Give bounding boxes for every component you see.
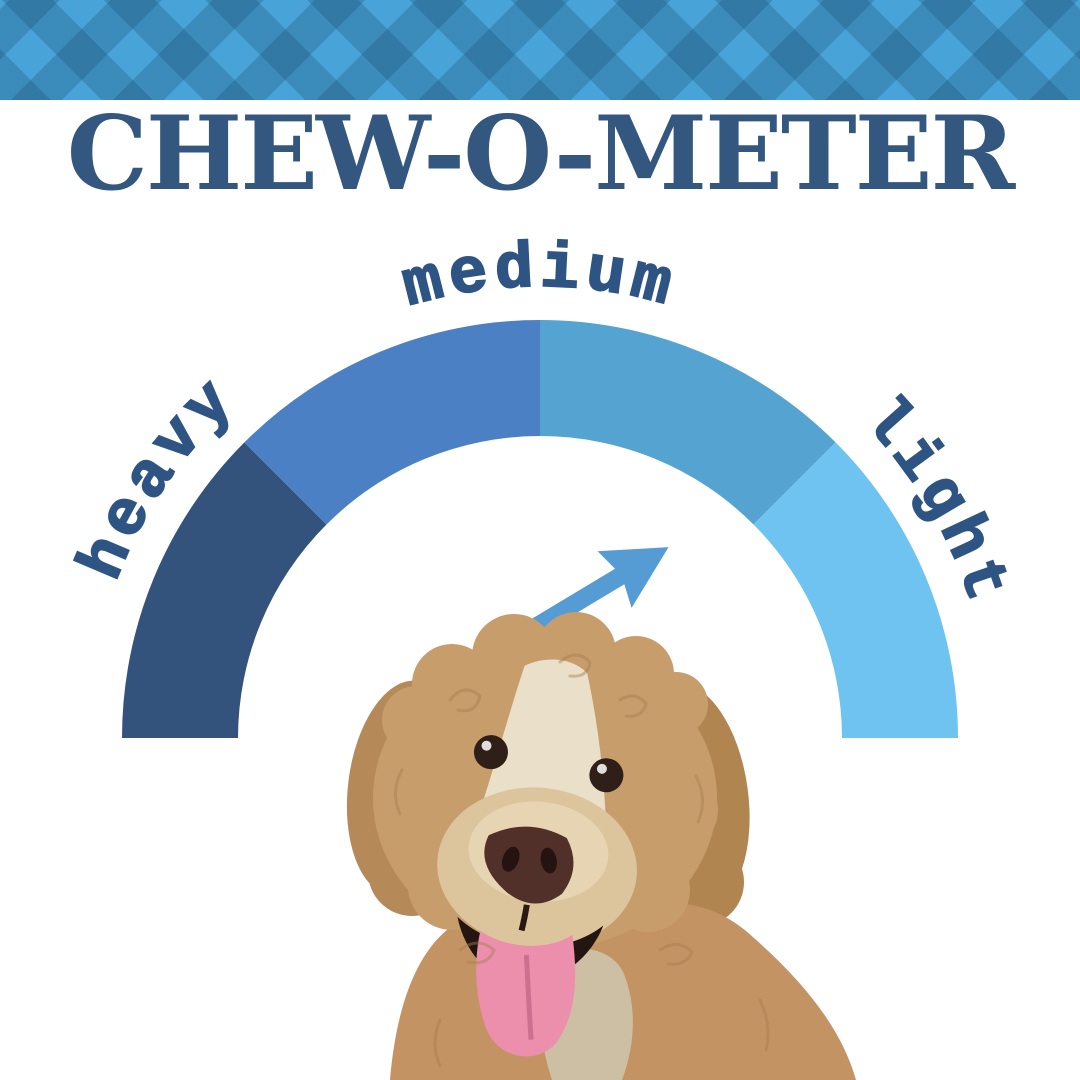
gauge-segment-heavy [121,442,327,738]
dog-fur-texture [394,653,770,1068]
dog-nostril [540,847,557,874]
gauge-segment-light [753,442,958,738]
gauge-needle-arrow-icon [529,547,669,636]
dog-photo [346,612,856,1080]
gauge-segment-medium-light [540,320,836,525]
gauge-label-medium: medium [396,234,684,325]
dog-tongue [476,930,576,1057]
gauge-segment-medium-heavy [244,319,540,525]
dog-eyes [473,735,624,793]
dog-philtrum [518,904,530,932]
dog-nose [484,826,574,904]
gauge-arc [121,319,958,738]
page-title: CHEW-O-METER [66,94,1016,214]
dog-tongue-crease [523,954,534,1040]
dog-nostril [501,846,520,872]
gingham-banner [0,0,1080,100]
dog-face [437,659,637,1057]
